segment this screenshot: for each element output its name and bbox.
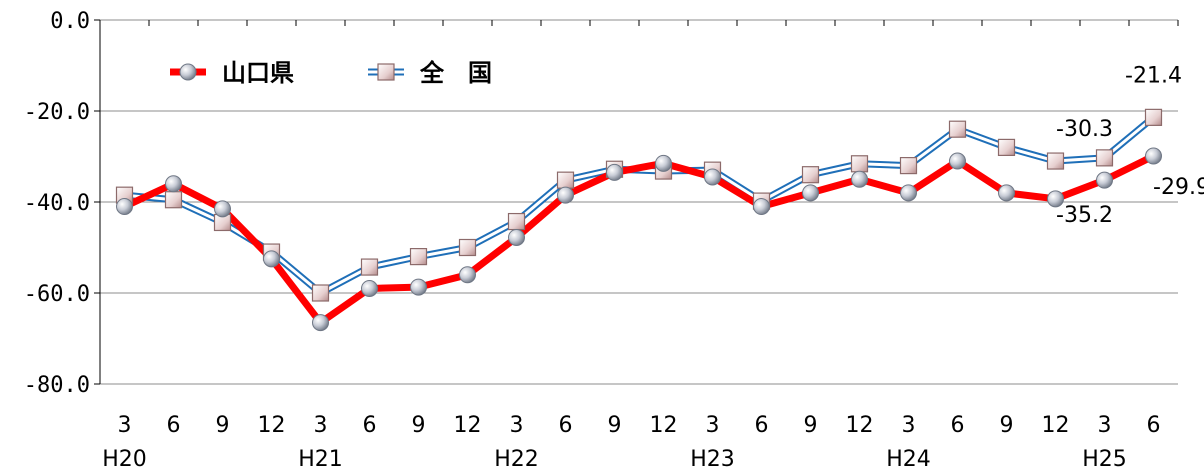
point-national [899, 157, 918, 175]
point-yamaguchi [802, 184, 819, 202]
point-yamaguchi [361, 279, 378, 297]
x-tick-label: 3 [902, 413, 916, 438]
point-yamaguchi [214, 200, 231, 218]
point-yamaguchi [459, 266, 476, 284]
x-year-label: H24 [886, 447, 931, 472]
point-national [164, 191, 183, 209]
point-yamaguchi [704, 168, 721, 186]
x-year-label: H25 [1082, 447, 1127, 472]
x-tick-label: 3 [1098, 413, 1112, 438]
point-national [997, 138, 1016, 156]
y-tick-label: 0.0 [50, 9, 90, 34]
point-national [1095, 149, 1114, 167]
point-yamaguchi [900, 184, 917, 202]
data-label: -21.4 [1125, 63, 1182, 88]
point-yamaguchi [508, 228, 525, 246]
legend-marker-national [377, 63, 395, 81]
point-national [850, 155, 869, 173]
point-yamaguchi [1047, 190, 1064, 208]
point-yamaguchi [998, 184, 1015, 202]
x-year-label: H22 [494, 447, 539, 472]
x-tick-label: 3 [510, 413, 524, 438]
x-tick-label: 9 [1000, 413, 1014, 438]
point-national [360, 258, 379, 276]
y-tick-label: -40.0 [24, 191, 90, 216]
series [115, 108, 1163, 332]
axes: 0.0 -20.0 -40.0 -60.0 -80.0 3 6 9 12 3 6 9 12 3 6 9 12 3 6… [24, 9, 1179, 472]
legend-label-national: 全 国 [419, 59, 492, 87]
y-tick-label: -20.0 [24, 100, 90, 125]
x-tick-label: 6 [951, 413, 965, 438]
x-tick-label: 12 [258, 413, 286, 438]
data-label: -35.2 [1056, 203, 1113, 228]
x-tick-label: 12 [1042, 413, 1070, 438]
series-line-yamaguchi [123, 152, 1156, 327]
point-national [409, 248, 428, 266]
x-tick-label: 9 [804, 413, 818, 438]
x-year-label: H20 [102, 447, 147, 472]
data-label: -30.3 [1056, 117, 1113, 142]
y-tick-label: -80.0 [24, 373, 90, 398]
point-yamaguchi [165, 175, 182, 193]
x-tick-label: 3 [706, 413, 720, 438]
point-national [556, 171, 575, 189]
x-tick-label: 12 [650, 413, 678, 438]
point-yamaguchi [655, 154, 672, 172]
x-tick-label: 12 [846, 413, 874, 438]
data-label: -29.9 [1153, 175, 1204, 200]
x-tick-label: 6 [167, 413, 181, 438]
point-national [311, 284, 330, 302]
point-yamaguchi [116, 198, 133, 216]
x-tick-label: 12 [454, 413, 482, 438]
point-national [948, 120, 967, 138]
point-national [458, 238, 477, 257]
point-yamaguchi [410, 278, 427, 296]
data-labels: -21.4 -30.3 -29.9 -35.2 [1056, 63, 1204, 228]
point-national [1144, 108, 1163, 126]
point-national [1046, 152, 1065, 170]
point-yamaguchi [1145, 147, 1162, 165]
x-tick-label: 3 [314, 413, 328, 438]
x-tick-label: 3 [118, 413, 132, 438]
x-year-label: H21 [298, 447, 343, 472]
gridlines [100, 19, 1178, 385]
x-tick-label: 6 [363, 413, 377, 438]
point-yamaguchi [949, 152, 966, 170]
point-national [507, 212, 526, 231]
point-yamaguchi [851, 170, 868, 188]
x-tick-label: 6 [1147, 413, 1161, 438]
point-yamaguchi [1096, 171, 1113, 189]
x-tick-label: 9 [608, 413, 622, 438]
y-tick-label: -60.0 [24, 282, 90, 307]
point-yamaguchi [753, 198, 770, 216]
x-year-label: H23 [690, 447, 735, 472]
point-yamaguchi [606, 163, 623, 181]
x-tick-label: 9 [412, 413, 426, 438]
legend: 山口県 全 国 [170, 59, 492, 87]
x-tick-label: 6 [755, 413, 769, 438]
x-tick-label: 6 [559, 413, 573, 438]
legend-label-yamaguchi: 山口県 [222, 59, 294, 87]
legend-marker-yamaguchi [179, 63, 197, 81]
point-yamaguchi [312, 314, 329, 332]
point-yamaguchi [557, 186, 574, 204]
x-tick-label: 9 [216, 413, 230, 438]
point-yamaguchi [263, 250, 280, 268]
point-national [801, 166, 820, 184]
